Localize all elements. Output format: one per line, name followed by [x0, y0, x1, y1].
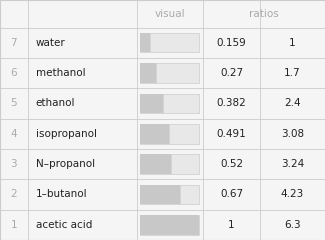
Text: 5: 5 — [10, 98, 17, 108]
Text: 0.27: 0.27 — [220, 68, 243, 78]
Text: 2.4: 2.4 — [284, 98, 301, 108]
Bar — [140, 154, 199, 174]
Text: isopropanol: isopropanol — [36, 129, 97, 139]
Bar — [140, 94, 199, 113]
Bar — [140, 33, 199, 53]
Text: 0.67: 0.67 — [220, 190, 243, 199]
Bar — [140, 63, 156, 83]
Bar — [140, 33, 150, 53]
Text: water: water — [36, 38, 66, 48]
Text: 3.08: 3.08 — [281, 129, 304, 139]
Bar — [140, 215, 199, 234]
Text: 7: 7 — [10, 38, 17, 48]
Bar — [140, 185, 180, 204]
Text: ratios: ratios — [249, 9, 279, 19]
Text: 4: 4 — [10, 129, 17, 139]
Text: N–propanol: N–propanol — [36, 159, 95, 169]
Text: 0.52: 0.52 — [220, 159, 243, 169]
Bar — [140, 215, 199, 234]
Text: 2: 2 — [10, 190, 17, 199]
Text: acetic acid: acetic acid — [36, 220, 92, 230]
Text: 1: 1 — [228, 220, 235, 230]
Bar — [140, 94, 163, 113]
Bar — [140, 124, 169, 144]
Text: 0.382: 0.382 — [217, 98, 246, 108]
Text: 4.23: 4.23 — [281, 190, 304, 199]
Text: 6.3: 6.3 — [284, 220, 301, 230]
Text: ethanol: ethanol — [36, 98, 75, 108]
Bar — [140, 154, 171, 174]
Bar — [140, 124, 199, 144]
Text: 3.24: 3.24 — [281, 159, 304, 169]
Text: 1–butanol: 1–butanol — [36, 190, 87, 199]
Bar — [140, 63, 199, 83]
Text: 0.491: 0.491 — [217, 129, 246, 139]
Text: methanol: methanol — [36, 68, 85, 78]
Text: 1.7: 1.7 — [284, 68, 301, 78]
Bar — [140, 185, 199, 204]
Text: 0.159: 0.159 — [217, 38, 246, 48]
Text: 1: 1 — [289, 38, 296, 48]
Text: 3: 3 — [10, 159, 17, 169]
Text: 1: 1 — [10, 220, 17, 230]
Text: visual: visual — [154, 9, 185, 19]
Text: 6: 6 — [10, 68, 17, 78]
